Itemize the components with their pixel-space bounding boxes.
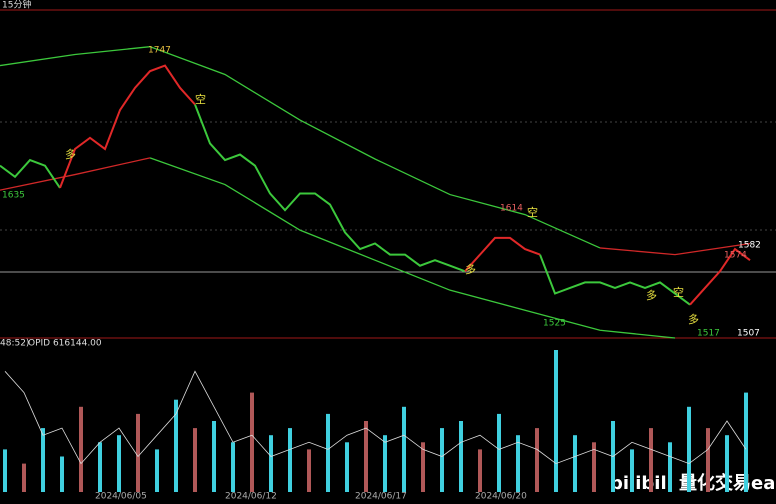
price-label: 1614: [500, 204, 523, 214]
signal-label: 多: [465, 262, 476, 276]
price-line: [0, 158, 61, 189]
date-label: 2024/06/05: [95, 492, 147, 501]
volume-legend: 48:52): [0, 339, 29, 349]
date-label: 2024/06/20: [475, 492, 527, 501]
volume-bar: [440, 428, 444, 492]
volume-bar: [649, 428, 653, 492]
volume-bar: [22, 463, 26, 492]
volume-bar: [41, 428, 45, 492]
signal-label: 多: [688, 312, 699, 326]
price-line: [689, 247, 751, 306]
volume-bar: [345, 442, 349, 492]
volume-bar: [573, 435, 577, 492]
price-label: 1582: [738, 241, 761, 251]
period-label[interactable]: 15分钟: [2, 0, 31, 11]
volume-bar: [630, 449, 634, 492]
volume-bar: [98, 442, 102, 492]
volume-bar: [60, 456, 64, 492]
volume-bar: [79, 406, 83, 492]
lower-band: [149, 157, 676, 339]
signal-label: 空: [195, 92, 206, 106]
volume-bar: [421, 442, 425, 492]
signal-label: 空: [673, 285, 684, 299]
volume-bar: [706, 428, 710, 492]
volume-bar: [668, 442, 672, 492]
volume-bar: [231, 442, 235, 492]
volume-bar: [554, 350, 558, 492]
volume-bar: [117, 435, 121, 492]
price-label: 1574: [724, 251, 747, 261]
volume-bar: [269, 435, 273, 492]
volume-bar: [250, 392, 254, 492]
volume-bar: [725, 435, 729, 492]
price-label: 1635: [2, 191, 25, 201]
volume-bar: [383, 435, 387, 492]
date-label: 2024/06/12: [225, 492, 277, 501]
volume-bar: [136, 413, 140, 492]
price-label: 1747: [148, 46, 171, 56]
lower-band: [0, 157, 151, 191]
price-line: [464, 236, 541, 272]
volume-bar: [326, 413, 330, 492]
volume-bar: [307, 449, 311, 492]
signal-label: 空: [527, 205, 538, 219]
volume-bar: [535, 428, 539, 492]
volume-bar: [744, 392, 748, 492]
upper-band: [0, 46, 601, 249]
upper-band: [599, 242, 751, 256]
price-label: 1517: [697, 329, 720, 339]
price-line: [194, 104, 466, 273]
price-line: [59, 64, 196, 189]
volume-bar: [687, 406, 691, 492]
volume-bar: [212, 421, 216, 492]
volume-bar: [155, 449, 159, 492]
open-interest-line: [4, 370, 747, 465]
signal-label: 多: [65, 147, 76, 161]
signal-label: 多: [646, 288, 657, 302]
oi-legend: OPID 616144.00: [28, 339, 102, 349]
price-label: 1525: [543, 319, 566, 329]
volume-bar: [459, 421, 463, 492]
price-label: 1507: [737, 329, 760, 339]
volume-bar: [3, 449, 7, 492]
volume-bar: [516, 435, 520, 492]
price-line: [539, 254, 691, 306]
volume-bar: [174, 399, 178, 492]
volume-bar: [364, 421, 368, 492]
volume-bar: [478, 449, 482, 492]
volume-bar: [288, 428, 292, 492]
watermark: bilibili 量化交易ea系统: [610, 472, 776, 494]
volume-bar: [402, 406, 406, 492]
date-label: 2024/06/17: [355, 492, 407, 501]
volume-bar: [193, 428, 197, 492]
volume-bar: [497, 413, 501, 492]
volume-bar: [592, 442, 596, 492]
